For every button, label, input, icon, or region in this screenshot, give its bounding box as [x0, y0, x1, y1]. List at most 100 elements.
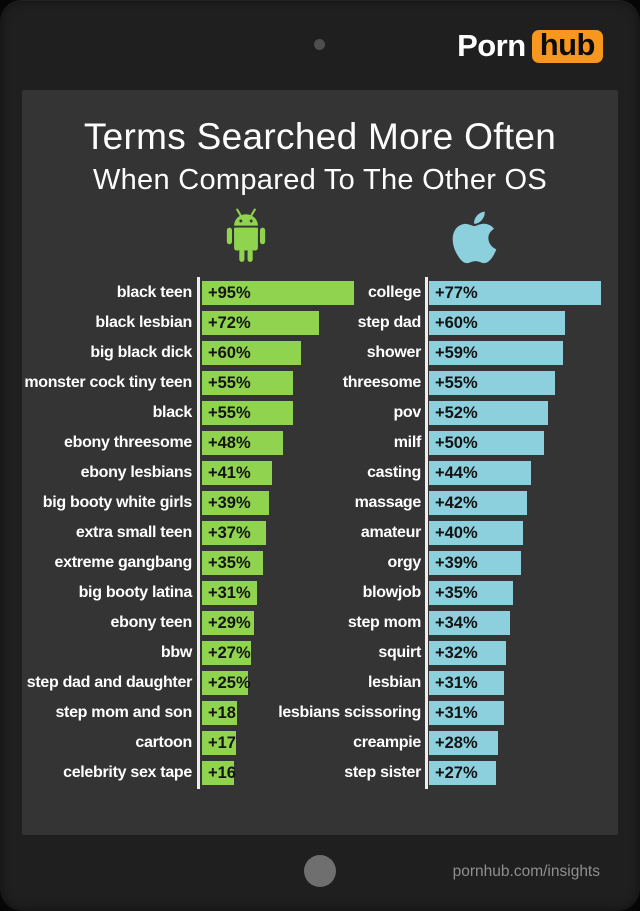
logo-text-hub: hub: [531, 29, 603, 63]
apple-row: milf +50%: [254, 431, 601, 455]
term-label: extreme gangbang: [54, 554, 193, 571]
value-bar: +35%: [202, 551, 263, 575]
term-label: step dad: [357, 314, 422, 331]
home-button: [304, 855, 336, 887]
term-label: monster cock tiny teen: [24, 374, 192, 391]
value-bar: +77%: [429, 281, 601, 305]
apple-row: step sister +27%: [254, 761, 601, 785]
android-icon: [220, 208, 272, 271]
term-label: casting: [367, 464, 421, 481]
term-label: blowjob: [362, 584, 422, 601]
bar-value: +95%: [208, 284, 251, 302]
bar-value: +34%: [435, 614, 478, 632]
bar-value: +60%: [208, 344, 251, 362]
apple-row: lesbian +31%: [254, 671, 601, 695]
value-bar: +37%: [202, 521, 266, 545]
apple-row: amateur +40%: [254, 521, 601, 545]
bar-value: +18: [208, 704, 236, 722]
bar-value: +48%: [208, 434, 251, 452]
term-label: threesome: [342, 374, 422, 391]
term-label: big booty white girls: [42, 494, 193, 511]
apple-icon: [451, 208, 497, 271]
value-bar: +42%: [429, 491, 527, 515]
android-row: black +55%: [22, 401, 354, 425]
term-label: step dad and daughter: [26, 674, 193, 691]
bar-value: +25%: [208, 674, 251, 692]
apple-row: college +77%: [254, 281, 601, 305]
term-label: amateur: [360, 524, 421, 541]
android-axis-line: [197, 277, 200, 789]
android-row: big booty white girls +39%: [22, 491, 354, 515]
term-label: black: [152, 404, 193, 421]
bar-value: +16: [208, 764, 236, 782]
term-label: shower: [366, 344, 422, 361]
bar-value: +55%: [208, 374, 251, 392]
android-row: celebrity sex tape +16: [22, 761, 354, 785]
bar-value: +77%: [435, 284, 478, 302]
android-row: extreme gangbang +35%: [22, 551, 354, 575]
apple-axis-line: [425, 277, 428, 789]
term-label: step mom: [347, 614, 421, 631]
apple-row: step mom +34%: [254, 611, 601, 635]
term-label: black teen: [116, 284, 193, 301]
value-bar: +18: [202, 701, 237, 725]
camera-dot: [314, 39, 325, 50]
term-label: extra small teen: [75, 524, 192, 541]
value-bar: +50%: [429, 431, 544, 455]
bar-value: +44%: [435, 464, 478, 482]
value-bar: +55%: [202, 401, 293, 425]
value-bar: +40%: [429, 521, 523, 545]
apple-row: orgy +39%: [254, 551, 601, 575]
value-bar: +17: [202, 731, 236, 755]
value-bar: +55%: [202, 371, 293, 395]
term-label: pov: [393, 404, 421, 421]
value-bar: +55%: [429, 371, 555, 395]
value-bar: +60%: [429, 311, 565, 335]
value-bar: +16: [202, 761, 236, 785]
value-bar: +41%: [202, 461, 272, 485]
bar-value: +60%: [435, 314, 478, 332]
bar-value: +55%: [435, 374, 478, 392]
apple-row: blowjob +35%: [254, 581, 601, 605]
bar-value: +40%: [435, 524, 478, 542]
term-label: cartoon: [135, 734, 192, 751]
bar-value: +50%: [435, 434, 478, 452]
value-bar: +48%: [202, 431, 283, 455]
bar-value: +35%: [435, 584, 478, 602]
term-label: big black dick: [90, 344, 192, 361]
value-bar: +34%: [429, 611, 510, 635]
term-label: big booty latina: [78, 584, 193, 601]
value-bar: +29%: [202, 611, 254, 635]
android-row: big booty latina +31%: [22, 581, 354, 605]
page-subtitle: When Compared To The Other OS: [92, 164, 548, 196]
term-label: milf: [393, 434, 422, 451]
value-bar: +27%: [429, 761, 496, 785]
android-row: cartoon +17: [22, 731, 354, 755]
term-label: squirt: [378, 644, 421, 661]
value-bar: +31%: [429, 671, 504, 695]
apple-row: creampie +28%: [254, 731, 601, 755]
android-column: black teen +95% black lesbian +72% big black…: [22, 277, 362, 789]
bar-value: +52%: [435, 404, 478, 422]
bar-value: +55%: [208, 404, 251, 422]
bar-value: +32%: [435, 644, 478, 662]
android-row: bbw +27%: [22, 641, 354, 665]
value-bar: +31%: [202, 581, 257, 605]
value-bar: +35%: [429, 581, 513, 605]
value-bar: +39%: [429, 551, 521, 575]
apple-column: college +77% step dad +60% shower +59% threeso…: [254, 277, 618, 789]
bar-value: +39%: [208, 494, 251, 512]
android-row: step mom and son +18: [22, 701, 354, 725]
value-bar: +31%: [429, 701, 504, 725]
value-bar: +60%: [202, 341, 301, 365]
android-row: ebony threesome +48%: [22, 431, 354, 455]
android-row: black teen +95%: [22, 281, 354, 305]
bar-value: +37%: [208, 524, 251, 542]
android-row: big black dick +60%: [22, 341, 354, 365]
android-row: ebony lesbians +41%: [22, 461, 354, 485]
apple-row: threesome +55%: [254, 371, 601, 395]
apple-row: squirt +32%: [254, 641, 601, 665]
value-bar: +72%: [202, 311, 319, 335]
term-label: step sister: [344, 764, 421, 781]
